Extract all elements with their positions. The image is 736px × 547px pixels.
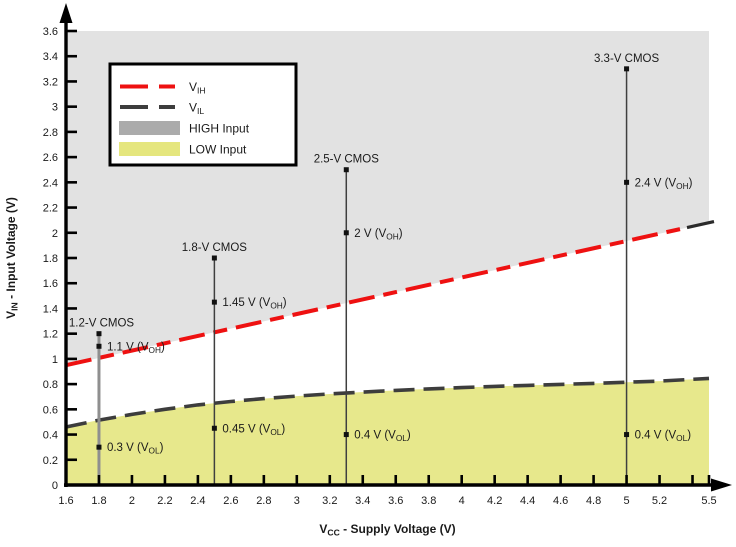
y-tick-label: 3 [52,102,58,114]
x-tick-label: 4.4 [520,495,535,507]
legend: VIH VIL HIGH Input LOW Input [108,62,298,167]
point-label: 1.45 V (VOH) [222,297,286,311]
x-tick-label: 4 [459,495,465,507]
y-tick-label: 0.4 [43,430,58,442]
y-tick-label: 2.4 [43,177,58,189]
x-tick-label: 3.8 [421,495,436,507]
point-label: 0.4 V (VOL) [635,430,692,444]
cmos-line-group: 1.2-V CMOS 1.1 V (VOH) 0.3 V (VOL) [69,318,165,485]
point-label: 2 V (VOH) [354,228,402,242]
legend-swatch [119,121,180,135]
x-tick-label: 3 [294,495,300,507]
point-marker [96,444,102,450]
point-label: 1.1 V (VOH) [107,341,165,355]
x-tick-label: 2.8 [256,495,271,507]
vil-line [65,376,710,429]
point-marker [624,179,630,185]
y-tick-label: 1.6 [43,278,58,290]
y-tick-label: 0.2 [43,455,58,467]
point-marker [343,432,349,438]
cmos-top-marker [624,66,630,72]
y-tick-label: 1.8 [43,253,58,265]
y-tick-label: 2 [52,228,58,240]
x-tick-label: 2 [129,495,135,507]
x-tick-label: 4.6 [553,495,568,507]
cmos-label: 1.2-V CMOS [69,318,135,330]
legend-item-label: LOW Input [189,143,247,157]
cmos-line-group: 3.3-V CMOS 2.4 V (VOH) 0.4 V (VOL) [594,53,693,485]
y-tick-label: 3.4 [43,51,58,63]
x-axis-arrow [711,478,732,492]
vih-line [65,227,681,368]
vih-final-dash [686,220,715,230]
x-tick-label: 5.2 [652,495,667,507]
x-tick-label: 1.6 [58,495,73,507]
y-tick-label: 3.2 [43,76,58,88]
x-tick-label: 3.2 [322,495,337,507]
x-tick-label: 1.8 [91,495,106,507]
x-tick-label: 4.2 [487,495,502,507]
y-tick-label: 1.4 [43,303,58,315]
y-tick-label: 0 [52,480,58,492]
y-tick-label: 2.2 [43,203,58,215]
point-marker [211,299,217,305]
x-tick-label: 3.4 [355,495,370,507]
x-tick-label: 2.2 [157,495,172,507]
legend-swatch [119,142,180,156]
point-label: 0.45 V (VOL) [222,423,285,437]
y-tick-label: 3.6 [43,26,58,38]
y-tick-label: 1.2 [43,329,58,341]
x-tick-label: 4.8 [586,495,601,507]
cmos-top-marker [343,167,349,173]
cmos-line-group: 2.5-V CMOS 2 V (VOH) 0.4 V (VOL) [314,154,411,485]
point-marker [96,343,102,349]
x-tick-label: 3.6 [388,495,403,507]
point-label: 2.4 V (VOH) [635,177,693,191]
x-tick-label: 5.5 [701,495,716,507]
legend-item-label: HIGH Input [189,122,250,136]
axes: 1.6 1.8 2 2.2 2.4 2.6 2.8 3 3.2 3.4 3.6 3.8 4 4.2 4.4 4… [4,3,732,538]
cmos-top-marker [96,331,102,337]
x-axis-title: VCC - Supply Voltage (V) [319,522,455,538]
x-tick-label: 5 [624,495,630,507]
low-region-polygon [66,378,709,485]
y-tick-label: 2.6 [43,152,58,164]
y-tick-label: 0.8 [43,379,58,391]
point-marker [211,425,217,431]
cmos-label: 3.3-V CMOS [594,53,660,65]
point-label: 0.3 V (VOL) [107,442,164,456]
point-marker [624,432,630,438]
point-label: 0.4 V (VOL) [354,430,411,444]
low-input-region [66,378,709,485]
point-marker [343,230,349,236]
y-tick-label: 1 [52,354,58,366]
cmos-label: 2.5-V CMOS [314,154,380,166]
legend-item-label: VIH [189,80,206,96]
legend-item-label: VIL [189,101,204,117]
x-tick-label: 2.6 [223,495,238,507]
cmos-label: 1.8-V CMOS [182,242,248,254]
cmos-top-marker [211,255,217,261]
y-axis-title: VIN - Input Voltage (V) [4,197,20,319]
x-tick-label: 2.4 [190,495,205,507]
y-tick-label: 2.8 [43,127,58,139]
cmos-line-group: 1.8-V CMOS 1.45 V (VOH) 0.45 V (VOL) [182,242,287,485]
y-tick-label: 0.6 [43,404,58,416]
y-axis-arrow [59,3,73,23]
